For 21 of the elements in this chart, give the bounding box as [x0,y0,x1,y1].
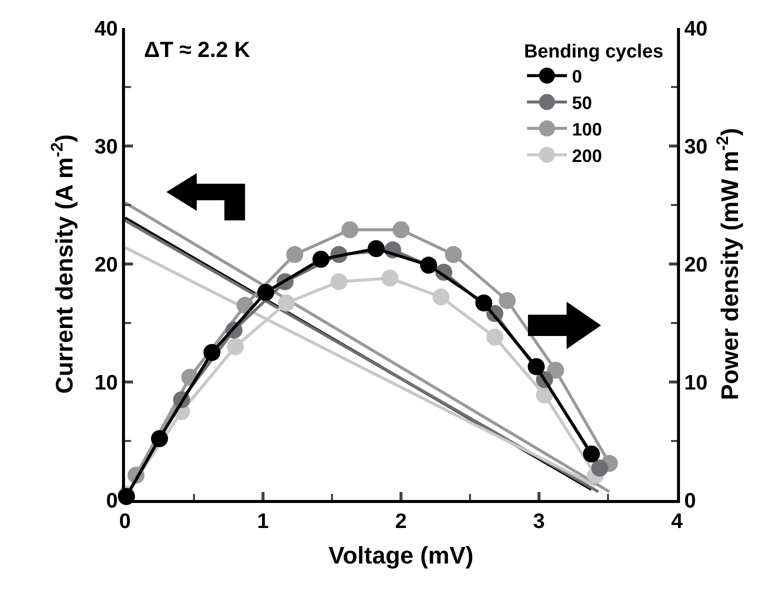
x-tick-label: 3 [533,510,545,534]
y2-tick-label: 30 [684,135,708,158]
y-tick-label: 30 [94,135,118,158]
y-tick-label: 0 [106,489,118,512]
y-tick-label: 40 [94,17,118,40]
x-tick-label: 4 [671,510,684,534]
legend-label: 50 [572,93,592,114]
y-tick-label: 20 [94,253,118,276]
y2-tick-label: 40 [684,17,708,40]
x-tick-label: 2 [395,510,407,534]
legend-title: Bending cycles [524,41,664,62]
x-axis-title: Voltage (mV) [328,542,474,570]
legend-label: 200 [572,146,602,166]
y2-tick-label: 10 [684,371,708,394]
y2-tick-label: 0 [684,489,696,512]
y-tick-label: 10 [94,371,118,394]
legend-label: 0 [572,66,582,87]
y2-tick-label: 20 [684,253,708,276]
legend-label: 100 [572,119,602,140]
annotation: ΔT ≈ 2.2 K [144,37,250,62]
x-tick-label: 1 [257,510,270,534]
